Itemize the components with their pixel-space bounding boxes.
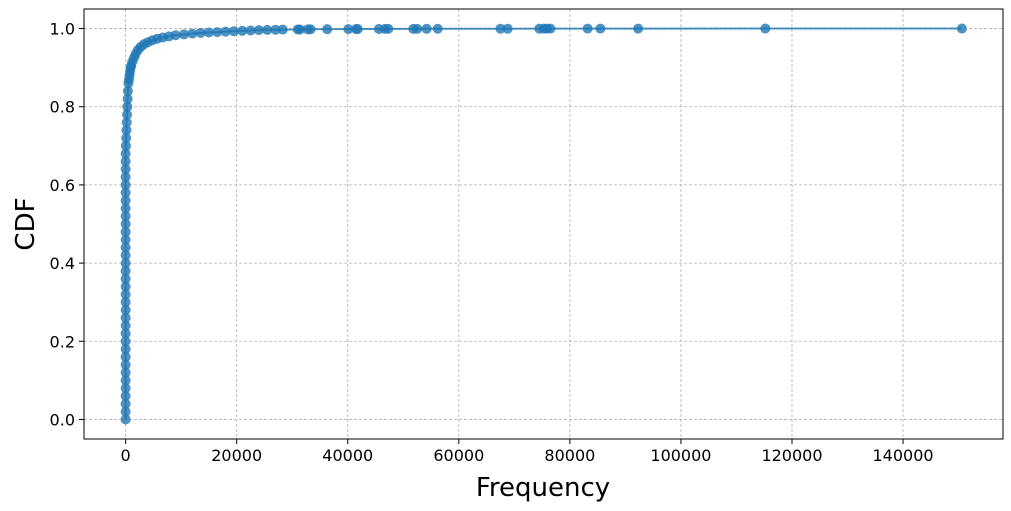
cdf-data-point bbox=[120, 172, 131, 183]
cdf-data-point bbox=[120, 219, 131, 229]
x-axis-label: Frequency bbox=[476, 473, 610, 503]
cdf-data-point bbox=[295, 24, 306, 35]
cdf-data-point bbox=[120, 203, 131, 214]
cdf-data-point bbox=[122, 93, 133, 104]
cdf-data-point bbox=[412, 23, 423, 34]
cdf-data-point bbox=[120, 273, 131, 284]
cdf-data-point bbox=[120, 187, 131, 198]
cdf-data-point bbox=[120, 391, 131, 401]
cdf-data-point bbox=[277, 24, 288, 35]
cdf-data-point bbox=[120, 265, 131, 276]
cdf-data-point bbox=[120, 156, 131, 167]
y-tick-label: 0.8 bbox=[50, 98, 75, 117]
cdf-data-point bbox=[212, 27, 223, 38]
cdf-data-point bbox=[120, 250, 131, 261]
cdf-data-point bbox=[760, 23, 771, 34]
cdf-data-point bbox=[121, 133, 132, 143]
cdf-data-point bbox=[502, 23, 513, 34]
cdf-data-point bbox=[122, 101, 133, 112]
cdf-data-point bbox=[262, 24, 273, 35]
cdf-data-point bbox=[120, 242, 131, 253]
cdf-data-point bbox=[120, 383, 131, 394]
cdf-data-point bbox=[120, 406, 131, 417]
cdf-data-point bbox=[270, 24, 281, 35]
series-layer bbox=[120, 23, 967, 425]
cdf-data-point bbox=[120, 289, 131, 300]
cdf-data-point bbox=[122, 86, 133, 97]
x-tick-label: 120000 bbox=[761, 446, 822, 465]
cdf-data-point bbox=[322, 24, 333, 35]
cdf-data-point bbox=[195, 27, 206, 38]
cdf-data-point bbox=[121, 117, 132, 128]
x-tick-label: 20000 bbox=[211, 446, 262, 465]
cdf-data-point bbox=[432, 23, 443, 34]
cdf-data-point bbox=[120, 234, 131, 245]
x-tick-label: 80000 bbox=[544, 446, 595, 465]
y-tick-label: 0.0 bbox=[50, 410, 75, 429]
cdf-data-point bbox=[120, 281, 131, 292]
cdf-data-point bbox=[595, 23, 606, 34]
cdf-data-point bbox=[170, 30, 181, 41]
x-tick-label: 140000 bbox=[873, 446, 934, 465]
cdf-data-point bbox=[633, 23, 644, 34]
cdf-data-point bbox=[121, 125, 132, 136]
cdf-data-point bbox=[352, 24, 363, 35]
cdf-data-point bbox=[120, 305, 131, 315]
y-tick-label: 0.6 bbox=[50, 176, 75, 195]
cdf-data-point bbox=[203, 27, 214, 38]
cdf-data-point bbox=[582, 23, 593, 34]
x-tick-label: 40000 bbox=[322, 446, 373, 465]
cdf-data-point bbox=[120, 297, 131, 308]
cdf-data-point bbox=[343, 24, 354, 35]
y-tick-label: 1.0 bbox=[50, 20, 75, 39]
cdf-data-point bbox=[545, 23, 556, 34]
cdf-data-point bbox=[120, 140, 131, 151]
x-axis-ticks: 0 20000 40000 60000 80000 100000 120000 140000 bbox=[121, 439, 934, 465]
cdf-data-point bbox=[120, 179, 131, 190]
cdf-data-point bbox=[120, 375, 131, 386]
cdf-data-point bbox=[120, 367, 131, 378]
cdf-data-point bbox=[187, 28, 198, 39]
plot-frame bbox=[83, 8, 1004, 440]
cdf-data-point bbox=[120, 351, 131, 362]
cdf-data-point bbox=[495, 23, 506, 34]
cdf-data-point bbox=[956, 23, 967, 34]
cdf-data-point bbox=[120, 226, 131, 237]
cdf-data-point bbox=[383, 23, 394, 34]
x-tick-label: 100000 bbox=[650, 446, 711, 465]
x-tick-label: 0 bbox=[121, 446, 131, 465]
cdf-data-point bbox=[245, 25, 256, 36]
cdf-data-point bbox=[122, 109, 133, 120]
cdf-data-point bbox=[120, 164, 131, 175]
y-axis-ticks: 0.0 0.2 0.4 0.6 0.8 1.0 bbox=[50, 20, 84, 429]
cdf-series-markers bbox=[120, 23, 967, 425]
cdf-data-point bbox=[120, 414, 131, 425]
cdf-data-point bbox=[120, 344, 131, 355]
cdf-data-point bbox=[120, 398, 131, 409]
cdf-data-point bbox=[228, 26, 239, 37]
cdf-data-point bbox=[120, 195, 131, 206]
x-tick-label: 60000 bbox=[433, 446, 484, 465]
cdf-data-point bbox=[120, 328, 131, 339]
cdf-data-point bbox=[305, 24, 316, 35]
cdf-data-point bbox=[421, 23, 432, 34]
y-axis-label: CDF bbox=[11, 197, 41, 250]
y-tick-label: 0.4 bbox=[50, 254, 75, 273]
cdf-data-point bbox=[120, 336, 131, 347]
cdf-data-point bbox=[178, 29, 189, 40]
cdf-series-line bbox=[124, 27, 962, 420]
cdf-data-point bbox=[120, 211, 131, 222]
cdf-data-point bbox=[220, 26, 231, 37]
cdf-data-point bbox=[120, 148, 131, 159]
cdf-data-point bbox=[120, 359, 131, 370]
cdf-data-point bbox=[237, 25, 248, 36]
y-tick-label: 0.2 bbox=[50, 332, 75, 351]
cdf-data-point bbox=[120, 258, 131, 269]
cdf-data-point bbox=[120, 312, 131, 323]
cdf-data-point bbox=[253, 25, 264, 36]
grid bbox=[84, 9, 1003, 439]
cdf-data-point bbox=[120, 320, 131, 331]
